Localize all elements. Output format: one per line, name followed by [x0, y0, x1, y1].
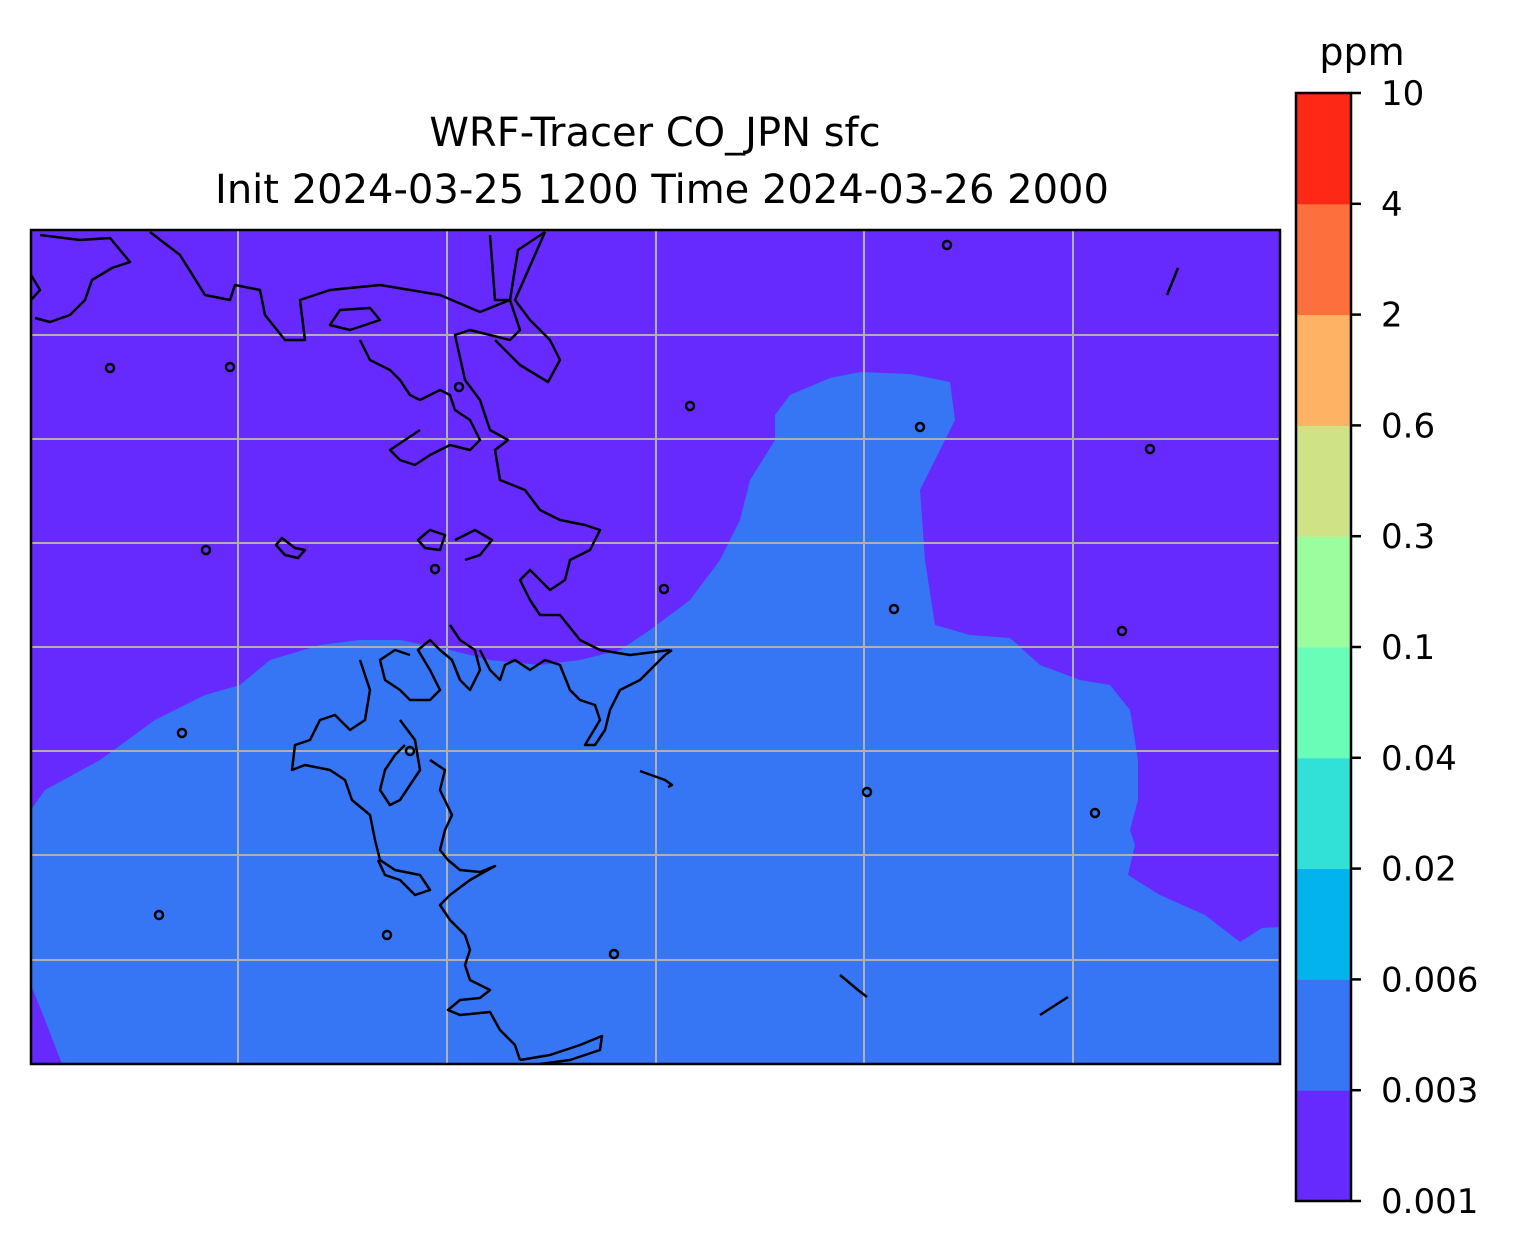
colorbar-frame — [1294, 91, 1353, 1203]
colorbar-tick-label: 4 — [1381, 185, 1403, 225]
colorbar-band — [1296, 757, 1351, 870]
colorbar-tick-label: 0.04 — [1381, 739, 1457, 779]
small-islands — [104, 239, 1156, 960]
colorbar-band — [1296, 203, 1351, 316]
colorbar-band — [1296, 536, 1351, 648]
map-panel — [31, 230, 1280, 1064]
colorbar-band — [1296, 1090, 1351, 1202]
colorbar-tick-label: 0.001 — [1381, 1182, 1478, 1222]
colorbar-tick-label: 0.02 — [1381, 850, 1457, 890]
colorbar-ticks: 0.001 0.003 0.006 0.02 0.04 0.1 0.3 0.6 2 4 10 — [1351, 74, 1478, 1222]
colorbar-tick-label: 2 — [1381, 296, 1403, 336]
map-frame — [29, 228, 1282, 1066]
gridlines — [31, 230, 1280, 1064]
colorbar-band — [1296, 314, 1351, 426]
coastlines — [31, 230, 1180, 1064]
colorbar-band — [1296, 979, 1351, 1091]
colorbar-unit-label: ppm — [1319, 30, 1404, 74]
title-line-2: Init 2024-03-25 1200 Time 2024-03-26 200… — [215, 167, 1109, 213]
colorbar-tick-label: 0.1 — [1381, 628, 1435, 668]
colorbar-band — [1296, 425, 1351, 537]
colorbar-tick-label: 0.3 — [1381, 517, 1435, 557]
colorbar-bands — [1296, 93, 1351, 1202]
colorbar-band — [1296, 93, 1351, 205]
colorbar: ppm 0.001 0.003 0.006 0.02 0.04 0.1 0.3 0.6 2 4 10 — [1294, 30, 1478, 1222]
colorbar-tick-label: 0.6 — [1381, 406, 1435, 446]
colorbar-tick-label: 10 — [1381, 74, 1424, 114]
colorbar-band — [1296, 868, 1351, 980]
colorbar-tick-label: 0.003 — [1381, 1071, 1478, 1111]
colorbar-tick-label: 0.006 — [1381, 960, 1478, 1000]
colorbar-band — [1296, 647, 1351, 759]
title-line-1: WRF-Tracer CO_JPN sfc — [429, 110, 880, 156]
